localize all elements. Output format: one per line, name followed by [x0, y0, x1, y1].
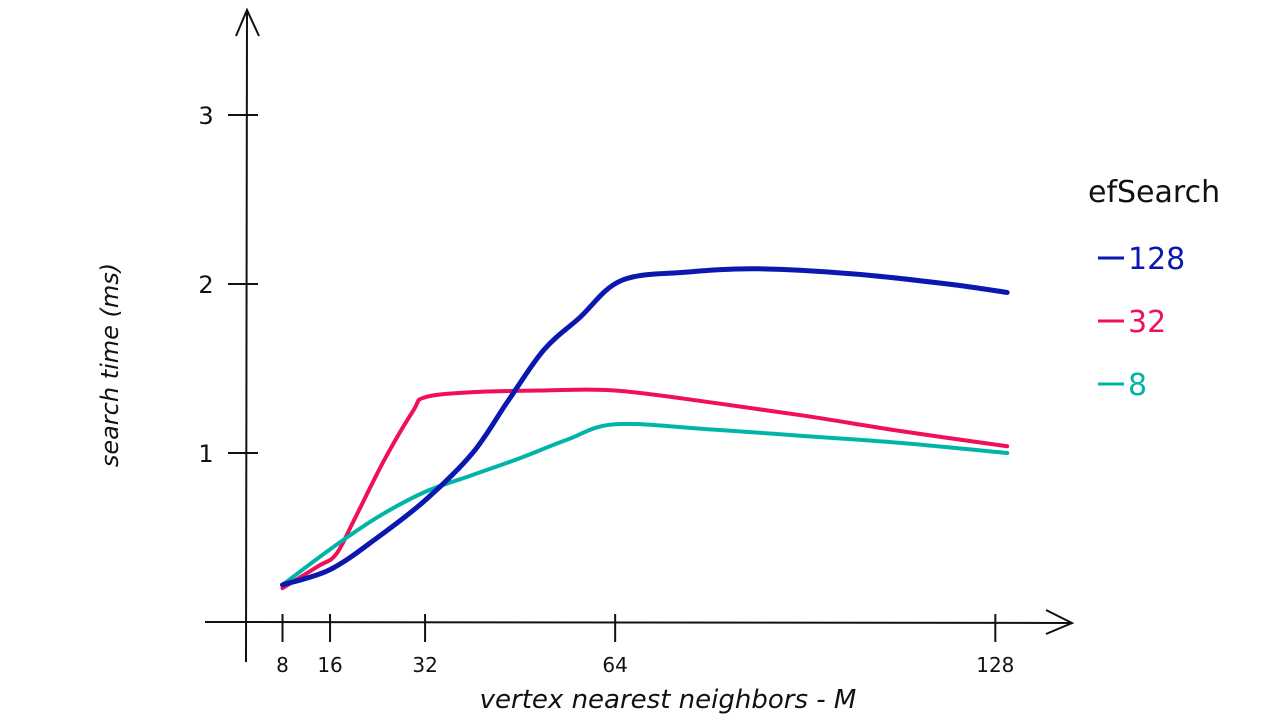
axes [204, 7, 1075, 663]
legend: efSearch 128 32 8 [1088, 175, 1220, 403]
legend-entry-32: 32 [1128, 305, 1166, 340]
y-axis-label: search time (ms) [96, 263, 124, 467]
x-axis-arrow [1045, 609, 1075, 635]
series-line-128 [280, 266, 1010, 588]
x-tick-label: 8 [276, 653, 289, 677]
x-axis [204, 621, 1073, 624]
y-tick-label: 1 [198, 440, 213, 468]
series-line-32 [280, 387, 1010, 591]
legend-title: efSearch [1088, 175, 1220, 210]
legend-entry-8: 8 [1128, 368, 1147, 403]
x-tick-label: 64 [602, 653, 627, 677]
legend-entry-128: 128 [1128, 242, 1185, 277]
series-line-8 [280, 421, 1010, 587]
x-tick-label: 32 [412, 653, 437, 677]
x-tick-label: 16 [317, 653, 342, 677]
x-tick-label: 128 [976, 653, 1014, 677]
y-tick-label: 3 [198, 102, 213, 130]
y-tick-label: 2 [198, 271, 213, 299]
y-axis-arrow [235, 7, 260, 37]
x-axis-label: vertex nearest neighbors - M [480, 685, 857, 715]
y-axis [245, 9, 248, 663]
